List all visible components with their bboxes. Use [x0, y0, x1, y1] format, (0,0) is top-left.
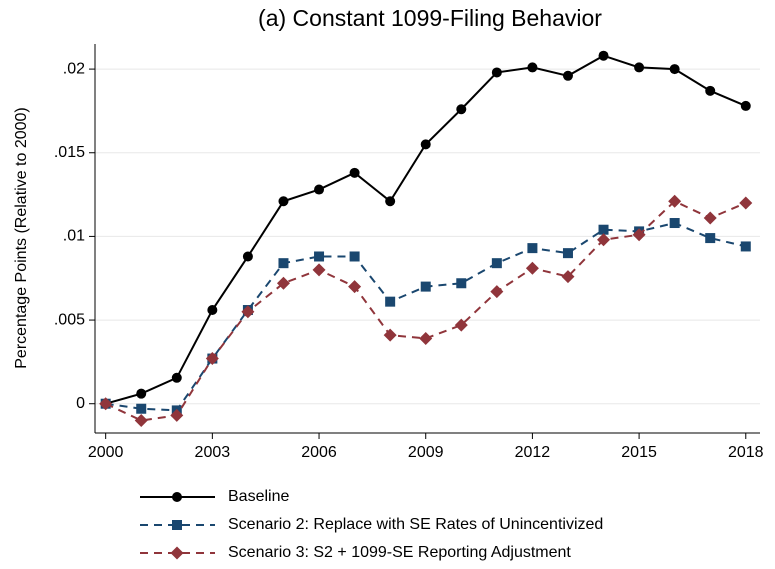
data-point [134, 413, 148, 427]
data-point [562, 70, 573, 81]
data-point [634, 62, 645, 73]
data-point [276, 276, 290, 290]
series-line [105, 221, 747, 412]
data-point [598, 224, 609, 235]
data-point [562, 248, 573, 259]
data-point [136, 388, 147, 399]
data-point [99, 397, 113, 411]
y-tick-label: 0 [76, 395, 85, 412]
y-tick-label: .01 [63, 228, 85, 245]
data-point [420, 281, 431, 292]
x-tick-label: 2009 [408, 444, 444, 461]
data-point [739, 196, 753, 210]
data-point [419, 331, 433, 345]
data-point [456, 104, 467, 115]
data-point [598, 50, 609, 61]
chart-title: (a) Constant 1099-Filing Behavior [258, 5, 602, 31]
data-point [703, 211, 717, 225]
data-point [349, 167, 360, 178]
x-tick-label: 2006 [301, 444, 337, 461]
data-point [385, 196, 396, 207]
data-point [527, 243, 538, 254]
data-point [490, 285, 504, 299]
data-point [348, 280, 362, 294]
data-point [278, 196, 289, 207]
data-point [349, 251, 360, 262]
data-point [420, 139, 431, 150]
data-point [456, 278, 467, 289]
data-point [527, 62, 538, 73]
data-point [669, 218, 680, 229]
data-point [740, 100, 751, 111]
x-tick-label: 2003 [195, 444, 231, 461]
data-point [278, 258, 289, 269]
data-point [705, 233, 716, 244]
data-point [740, 241, 751, 252]
x-tick-label: 2000 [88, 444, 124, 461]
data-point [632, 228, 646, 242]
y-tick-label: .015 [54, 144, 85, 161]
legend-label: Scenario 2: Replace with SE Rates of Uni… [228, 516, 603, 533]
legend-marker [170, 546, 184, 560]
legend-label: Scenario 3: S2 + 1099-SE Reporting Adjus… [228, 544, 571, 561]
data-point [597, 233, 611, 247]
y-tick-label: .005 [54, 311, 85, 328]
data-point [491, 258, 502, 269]
data-point [561, 270, 575, 284]
x-tick-label: 2015 [621, 444, 657, 461]
data-point [525, 261, 539, 275]
legend-label: Baseline [228, 488, 289, 505]
data-point [454, 318, 468, 332]
data-point [242, 251, 253, 262]
series-line [105, 200, 747, 422]
y-axis-label: Percentage Points (Relative to 2000) [13, 107, 30, 368]
data-point [668, 194, 682, 208]
legend-marker [172, 520, 182, 530]
data-point [383, 328, 397, 342]
data-point [205, 352, 219, 366]
data-point [171, 372, 182, 383]
data-point [314, 251, 325, 262]
data-point [241, 305, 255, 319]
data-point [705, 85, 716, 96]
data-point [136, 403, 147, 414]
data-point [491, 67, 502, 78]
x-tick-label: 2012 [515, 444, 551, 461]
data-point [669, 64, 680, 75]
data-point [385, 296, 396, 307]
x-tick-label: 2018 [728, 444, 764, 461]
data-point [312, 263, 326, 277]
data-point [207, 305, 218, 316]
data-point [314, 184, 325, 195]
legend-marker [172, 492, 182, 502]
y-tick-label: .02 [63, 60, 85, 77]
data-point [170, 408, 184, 422]
